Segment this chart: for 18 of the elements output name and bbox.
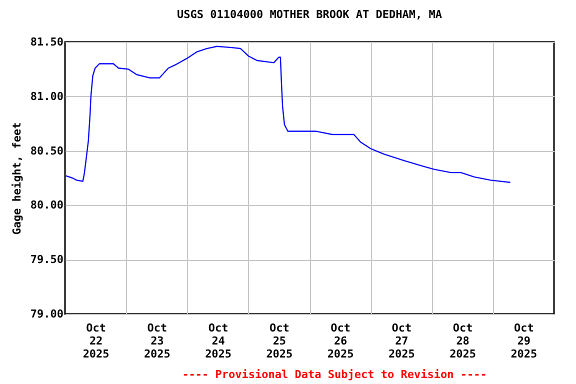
x-tick-label: Oct 25 2025 <box>266 322 293 360</box>
x-tick-label: Oct 27 2025 <box>388 322 415 360</box>
y-tick-label: 80.50 <box>30 144 64 158</box>
x-tick-label: Oct 24 2025 <box>205 322 232 360</box>
y-tick-label: 81.00 <box>30 90 64 103</box>
line-series <box>65 46 511 183</box>
y-tick-label: 79.00 <box>30 308 64 320</box>
text: ---- Provisional Data Subject to Revision ---- <box>182 368 487 381</box>
y-tick-label: 81.50 <box>30 36 64 48</box>
y-tick-label: 79.50 <box>30 253 64 266</box>
x-tick-label: Oct 29 2025 <box>510 322 538 360</box>
x-tick-label: Oct 26 2025 <box>327 322 354 360</box>
chart-title: USGS 01104000 MOTHER BROOK AT DEDHAM, MA <box>177 8 442 21</box>
y-axis-title: Gage height, feet <box>10 122 24 235</box>
x-tick-label: Oct 28 2025 <box>450 322 476 360</box>
x-tick-label: Oct 22 2025 <box>82 322 110 360</box>
x-tick-label: Oct 23 2025 <box>144 322 170 360</box>
y-tick-label: 80.00 <box>30 198 64 212</box>
